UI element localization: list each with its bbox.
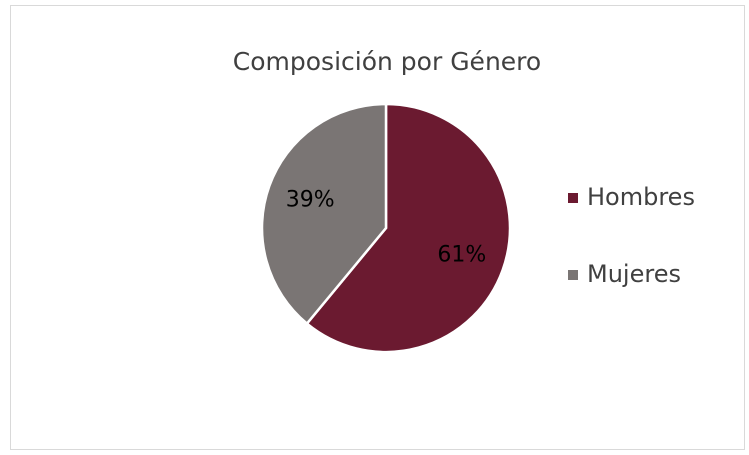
chart-title: Composición por Género	[233, 47, 541, 76]
pie-slice	[260, 102, 388, 326]
legend-label: Mujeres	[587, 260, 681, 288]
data-label: 61%	[437, 242, 486, 267]
pie-slice	[305, 102, 512, 354]
legend-marker	[568, 270, 578, 280]
legend-label: Hombres	[587, 183, 695, 211]
data-label: 39%	[286, 188, 335, 213]
legend-marker	[568, 193, 578, 203]
